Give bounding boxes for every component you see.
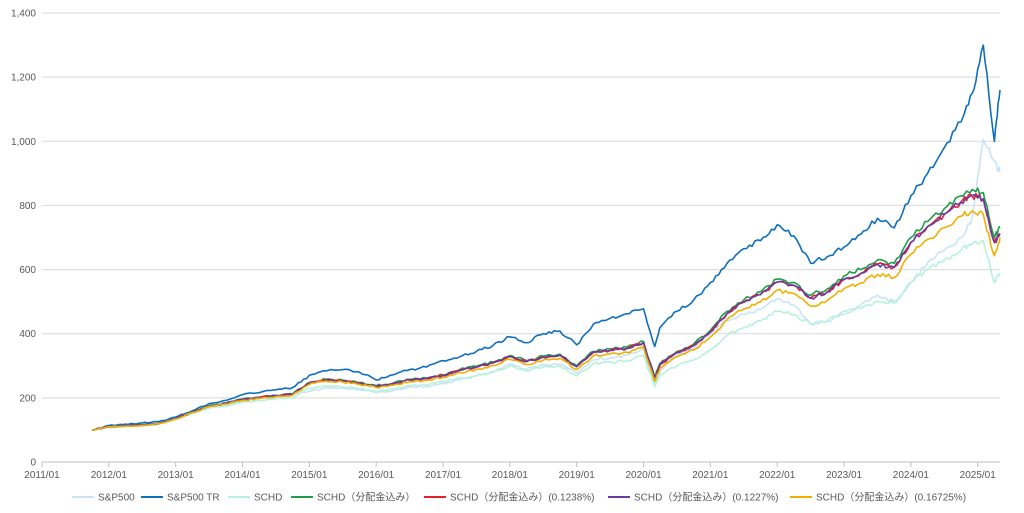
legend-label: SCHD	[254, 493, 282, 504]
x-tick-label: 2021/01	[692, 470, 729, 481]
legend-label: SCHD（分配金込み）	[317, 491, 415, 504]
x-tick-label: 2024/01	[893, 470, 930, 481]
y-tick-label: 800	[19, 201, 36, 212]
x-tick-label: 2014/01	[224, 470, 261, 481]
legend-label: SCHD（分配金込み）(0.1238%)	[450, 491, 594, 504]
x-tick-label: 2020/01	[625, 470, 662, 481]
legend: S&P500 S&P500 TR SCHD SCHD（分配金込み） SCHD（分配金込み…	[72, 491, 966, 504]
gridlines	[42, 12, 1000, 399]
legend-label: S&P500 TR	[167, 493, 220, 504]
y-tick-label: 0	[30, 458, 36, 469]
series-line	[92, 210, 1001, 431]
x-tick-label: 2023/01	[826, 470, 863, 481]
x-tick-label: 2016/01	[358, 470, 395, 481]
series-line	[92, 44, 1001, 431]
x-tick-label: 2013/01	[158, 470, 195, 481]
legend-label: SCHD（分配金込み）(0.1227%)	[634, 491, 778, 504]
y-tick-label: 1,200	[11, 73, 36, 84]
y-tick-label: 1,400	[11, 9, 36, 20]
series-line	[92, 239, 1001, 431]
axes: 0 200 400 600 800 1,000 1,200 1,400 2011/01 2012/…	[11, 9, 1000, 481]
x-tick-label: 2012/01	[91, 470, 128, 481]
x-tick-label: 2019/01	[559, 470, 596, 481]
y-tick-label: 600	[19, 265, 36, 276]
legend-label: SCHD（分配金込み）(0.16725%)	[816, 491, 966, 504]
x-tick-label: 2025/01	[960, 470, 997, 481]
x-tick-label: 2015/01	[291, 470, 328, 481]
y-tick-label: 400	[19, 329, 36, 340]
series-lines	[92, 44, 1001, 431]
x-tick-label: 2018/01	[492, 470, 529, 481]
legend-label: S&P500	[98, 493, 135, 504]
x-tick-label: 2011/01	[24, 470, 60, 481]
x-tick-label: 2017/01	[425, 470, 462, 481]
y-tick-label: 1,000	[11, 137, 36, 148]
x-tick-label: 2022/01	[759, 470, 796, 481]
y-tick-label: 200	[19, 393, 36, 404]
